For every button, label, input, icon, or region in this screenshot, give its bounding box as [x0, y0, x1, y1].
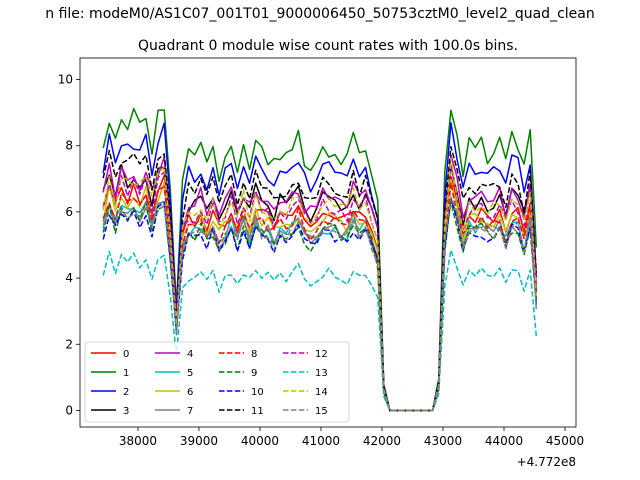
- legend-label-14: 14: [315, 387, 328, 398]
- y-tick-label: 2: [65, 337, 73, 351]
- x-tick-label: 40000: [241, 434, 279, 448]
- legend-label-0: 0: [123, 349, 129, 360]
- x-tick-label: 39000: [180, 434, 218, 448]
- legend-label-6: 6: [187, 387, 193, 398]
- legend-label-5: 5: [187, 368, 193, 379]
- legend-label-1: 1: [123, 368, 129, 379]
- figure-suptitle: n file: modeM0/AS1C07_001T01_9000006450_…: [45, 6, 594, 22]
- x-axis: 38000 39000 40000 41000 42000 43000 44000 45000: [119, 427, 584, 448]
- legend-label-2: 2: [123, 387, 129, 398]
- x-offset-label: +4.772e8: [517, 455, 576, 469]
- chart-title: Quadrant 0 module wise count rates with …: [138, 38, 518, 54]
- legend-label-8: 8: [251, 349, 257, 360]
- y-axis: 0 2 4 6 8 10: [58, 73, 80, 417]
- series-line-14: [102, 157, 538, 412]
- x-tick-label: 45000: [546, 434, 584, 448]
- x-tick-label: 38000: [119, 434, 157, 448]
- legend-label-4: 4: [187, 349, 193, 360]
- x-tick-label: 42000: [363, 434, 401, 448]
- legend-label-9: 9: [251, 368, 257, 379]
- legend-label-3: 3: [123, 406, 129, 417]
- legend-label-15: 15: [315, 406, 328, 417]
- legend-label-7: 7: [187, 406, 193, 417]
- y-tick-label: 10: [58, 73, 73, 87]
- x-tick-label: 41000: [302, 434, 340, 448]
- legend-label-10: 10: [251, 387, 264, 398]
- y-tick-label: 4: [65, 271, 73, 285]
- series-line-15: [102, 196, 538, 412]
- x-tick-label: 43000: [424, 434, 462, 448]
- plot-frame: [79, 57, 577, 428]
- legend-box: [84, 341, 350, 423]
- legend-label-13: 13: [315, 368, 328, 379]
- legend-label-12: 12: [315, 349, 328, 360]
- x-tick-label: 44000: [485, 434, 523, 448]
- y-tick-label: 0: [65, 403, 73, 417]
- y-tick-label: 6: [65, 205, 73, 219]
- legend-label-11: 11: [251, 406, 264, 417]
- y-tick-label: 8: [65, 139, 73, 153]
